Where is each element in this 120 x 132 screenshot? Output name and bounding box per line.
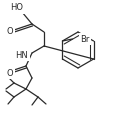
Text: O: O [7, 69, 13, 77]
Text: HN: HN [16, 51, 28, 60]
Text: HO: HO [11, 4, 24, 13]
Text: O: O [7, 27, 13, 37]
Text: Br: Br [80, 34, 90, 44]
